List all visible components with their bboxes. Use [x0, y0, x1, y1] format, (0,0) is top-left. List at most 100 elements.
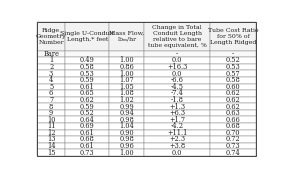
Bar: [210, 90, 256, 97]
Bar: [37, 70, 65, 77]
Text: 0.64: 0.64: [80, 116, 95, 124]
Text: +3.8: +3.8: [169, 142, 185, 150]
Text: 0.60: 0.60: [226, 83, 241, 91]
Text: 0.99: 0.99: [120, 103, 134, 111]
Bar: [109, 143, 144, 149]
Bar: [144, 110, 210, 117]
Bar: [210, 103, 256, 110]
Text: 0.94: 0.94: [119, 109, 134, 117]
Text: 1: 1: [49, 56, 53, 64]
Bar: [37, 123, 65, 130]
Text: 0.58: 0.58: [226, 76, 241, 84]
Bar: [210, 143, 256, 149]
Bar: [65, 130, 109, 136]
Text: +11.1: +11.1: [167, 129, 188, 137]
Text: -4.5: -4.5: [171, 83, 184, 91]
Text: 6: 6: [49, 89, 53, 97]
Bar: [37, 143, 65, 149]
Text: 10: 10: [47, 116, 55, 124]
Text: -6.6: -6.6: [171, 76, 184, 84]
Text: +1.7: +1.7: [169, 116, 185, 124]
Bar: [144, 84, 210, 90]
Text: 0.61: 0.61: [80, 83, 95, 91]
Text: 0.49: 0.49: [80, 56, 95, 64]
Bar: [109, 57, 144, 64]
Text: -: -: [232, 50, 234, 58]
Text: 15: 15: [47, 149, 55, 157]
Bar: [144, 22, 210, 51]
Text: Single U-Conduit
Length,* feet: Single U-Conduit Length,* feet: [60, 31, 114, 42]
Bar: [109, 84, 144, 90]
Bar: [210, 117, 256, 123]
Text: 0.61: 0.61: [80, 129, 95, 137]
Bar: [109, 130, 144, 136]
Text: 14: 14: [47, 142, 55, 150]
Text: -7.4: -7.4: [171, 89, 184, 97]
Bar: [210, 51, 256, 57]
Text: 0.62: 0.62: [226, 103, 241, 111]
Bar: [210, 110, 256, 117]
Bar: [65, 149, 109, 156]
Text: Ridge
Geometry
Number: Ridge Geometry Number: [36, 28, 66, 45]
Bar: [65, 90, 109, 97]
Text: 9: 9: [49, 109, 53, 117]
Bar: [210, 136, 256, 143]
Bar: [65, 143, 109, 149]
Bar: [109, 97, 144, 103]
Text: 0.59: 0.59: [80, 103, 95, 111]
Text: 1.04: 1.04: [119, 122, 134, 130]
Text: 1.00: 1.00: [120, 56, 134, 64]
Text: 1.08: 1.08: [120, 89, 134, 97]
Bar: [37, 149, 65, 156]
Text: -4.2: -4.2: [171, 122, 184, 130]
Bar: [37, 51, 65, 57]
Bar: [144, 70, 210, 77]
Text: 0.62: 0.62: [226, 96, 241, 104]
Bar: [37, 97, 65, 103]
Bar: [144, 149, 210, 156]
Text: Mass Flow,
lbₘ/hr: Mass Flow, lbₘ/hr: [109, 31, 144, 42]
Text: 1.00: 1.00: [120, 149, 134, 157]
Text: Change in Total
Conduit Length
relative to bare
tube equivalent, %: Change in Total Conduit Length relative …: [148, 25, 207, 48]
Text: 0.59: 0.59: [80, 76, 95, 84]
Text: 0.0: 0.0: [172, 56, 182, 64]
Text: 3: 3: [49, 70, 53, 78]
Bar: [144, 90, 210, 97]
Bar: [109, 51, 144, 57]
Text: 0.86: 0.86: [120, 63, 134, 71]
Text: +2.3: +2.3: [169, 136, 185, 143]
Bar: [109, 22, 144, 51]
Text: 0.61: 0.61: [80, 142, 95, 150]
Text: 0.96: 0.96: [120, 142, 134, 150]
Bar: [109, 123, 144, 130]
Bar: [109, 90, 144, 97]
Bar: [210, 70, 256, 77]
Text: 4: 4: [49, 76, 53, 84]
Text: -1.8: -1.8: [171, 96, 184, 104]
Bar: [37, 110, 65, 117]
Text: 0.63: 0.63: [226, 109, 241, 117]
Text: 0.62: 0.62: [80, 96, 95, 104]
Bar: [210, 97, 256, 103]
Bar: [210, 64, 256, 70]
Bar: [37, 22, 65, 51]
Bar: [65, 123, 109, 130]
Bar: [144, 57, 210, 64]
Text: 0.72: 0.72: [226, 136, 241, 143]
Text: 1.07: 1.07: [120, 76, 134, 84]
Text: Tube Cost Ratio
for 50% of
Length Ridged: Tube Cost Ratio for 50% of Length Ridged: [208, 28, 259, 45]
Text: 1.05: 1.05: [120, 83, 134, 91]
Text: 0.65: 0.65: [80, 89, 95, 97]
Text: 1.00: 1.00: [120, 70, 134, 78]
Bar: [65, 57, 109, 64]
Text: +1.3: +1.3: [169, 103, 185, 111]
Bar: [109, 77, 144, 84]
Bar: [65, 64, 109, 70]
Bar: [37, 136, 65, 143]
Text: 8: 8: [49, 103, 53, 111]
Text: 0.0: 0.0: [172, 70, 182, 78]
Text: 5: 5: [49, 83, 53, 91]
Text: 0.57: 0.57: [226, 70, 241, 78]
Text: 0.73: 0.73: [80, 149, 95, 157]
Text: +6.3: +6.3: [169, 109, 185, 117]
